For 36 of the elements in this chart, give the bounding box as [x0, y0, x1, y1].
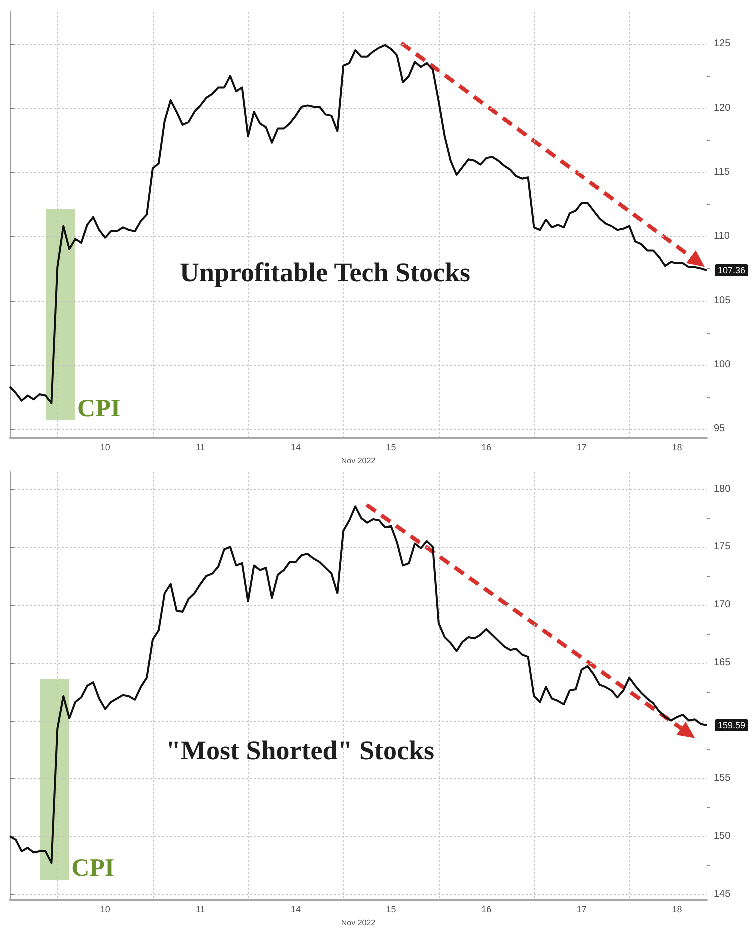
text: "Most Shorted" Stocks — [166, 736, 434, 766]
text: Unprofitable Tech Stocks — [180, 258, 471, 288]
data-label: 159.59 — [718, 720, 746, 731]
x-tick-label: 14 — [290, 904, 301, 915]
x-tick-label: 11 — [196, 442, 206, 453]
x-axis-title: Nov 2022 — [341, 456, 376, 466]
x-tick-label: 10 — [100, 904, 110, 915]
x-axis-title: Nov 2022 — [341, 918, 376, 928]
x-tick-label: 15 — [386, 442, 396, 453]
x-tick-label: 15 — [386, 904, 396, 915]
y-tick-label: 150 — [714, 830, 732, 842]
x-tick-label: 17 — [576, 904, 587, 915]
y-tick-label: 125 — [714, 38, 732, 50]
x-tick-label: 18 — [672, 442, 682, 453]
y-tick-label: 165 — [714, 657, 732, 668]
y-tick-label: 155 — [714, 773, 732, 784]
y-tick-label: 110 — [714, 231, 730, 242]
y-tick-label: 180 — [714, 484, 732, 495]
y-tick-label: 105 — [714, 295, 732, 306]
y-tick-label: 145 — [714, 888, 732, 900]
x-tick-label: 16 — [482, 442, 492, 453]
annotation: CPI — [78, 395, 121, 422]
y-tick-label: 170 — [714, 600, 732, 611]
y-tick-label: 120 — [714, 102, 732, 114]
y-tick-label: 175 — [714, 542, 732, 553]
annotation: CPI — [72, 855, 115, 882]
y-tick-label: 100 — [714, 359, 732, 370]
y-tick-label: 95 — [714, 424, 726, 435]
x-tick-label: 16 — [482, 904, 492, 915]
x-tick-label: 11 — [196, 904, 206, 915]
x-tick-label: 18 — [672, 904, 682, 915]
y-tick-label: 115 — [714, 166, 730, 178]
x-tick-label: 10 — [100, 442, 110, 453]
x-tick-label: 17 — [576, 442, 587, 453]
data-label: 107.36 — [718, 265, 746, 276]
x-tick-label: 14 — [290, 442, 301, 453]
